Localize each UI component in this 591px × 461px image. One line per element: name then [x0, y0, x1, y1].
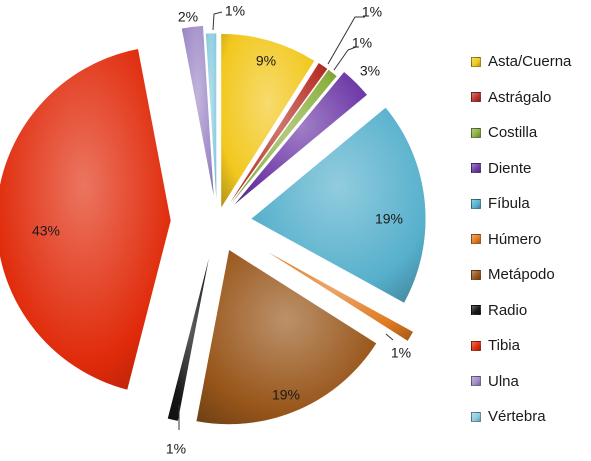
- legend-label: Vértebra: [488, 408, 546, 426]
- legend-item-radio: Radio: [471, 293, 571, 329]
- pie-slice-humero: [259, 247, 414, 342]
- pie-slice-asta-cuerna: [220, 33, 316, 210]
- pie-slice-ulna: [181, 25, 215, 201]
- pie-slice-metapodo: [195, 249, 378, 425]
- pie-slice-vertebra: [205, 32, 217, 209]
- legend-swatch: [471, 198, 481, 209]
- data-label-asta-cuerna: 9%: [256, 53, 276, 69]
- legend-label: Astrágalo: [488, 88, 552, 106]
- legend-item-metapodo: Metápodo: [471, 257, 571, 293]
- legend-label: Metápodo: [488, 266, 555, 284]
- legend-item-costilla: Costilla: [471, 115, 571, 151]
- data-label-costilla: 1%: [352, 35, 372, 51]
- data-label-fibula: 19%: [375, 211, 403, 227]
- leader-line-astragalo: [327, 16, 365, 65]
- data-label-astragalo: 1%: [362, 4, 382, 20]
- legend-label: Radio: [488, 301, 528, 319]
- legend-swatch: [471, 163, 481, 174]
- legend-swatch: [471, 376, 481, 387]
- legend-label: Costilla: [488, 124, 538, 142]
- legend-swatch: [471, 127, 481, 138]
- data-label-tibia: 43%: [32, 223, 60, 239]
- legend-swatch: [471, 340, 481, 351]
- legend-label: Ulna: [488, 372, 519, 390]
- legend-swatch: [471, 56, 481, 67]
- legend: Asta/Cuerna Astrágalo Costilla Diente Fíbula…: [471, 44, 571, 435]
- data-label-radio: 1%: [166, 441, 186, 457]
- pie-slice-radio: [167, 249, 212, 422]
- legend-swatch: [471, 269, 481, 280]
- pie-slices: [0, 25, 427, 425]
- legend-swatch: [471, 411, 481, 422]
- legend-swatch: [471, 234, 481, 245]
- legend-item-ulna: Ulna: [471, 364, 571, 400]
- pie-slice-costilla: [225, 68, 338, 212]
- data-label-humero: 1%: [391, 345, 411, 361]
- pie-slice-diente: [232, 71, 368, 207]
- legend-swatch: [471, 305, 481, 316]
- data-label-metapodo: 19%: [272, 387, 300, 403]
- legend-item-humero: Húmero: [471, 222, 571, 258]
- legend-label: Tibia: [488, 337, 520, 355]
- legend-swatch: [471, 92, 481, 103]
- legend-item-astragalo: Astrágalo: [471, 80, 571, 116]
- data-label-ulna: 2%: [178, 9, 198, 25]
- leader-line-humero: [385, 333, 394, 341]
- legend-label: Húmero: [488, 230, 542, 248]
- data-labels: 9% 1% 1% 3% 19% 1% 19% 1% 43% 2% 1%: [32, 3, 411, 457]
- data-label-diente: 3%: [360, 63, 380, 79]
- legend-item-tibia: Tibia: [471, 328, 571, 364]
- legend-item-fibula: Fíbula: [471, 186, 571, 222]
- leader-line-costilla: [333, 46, 357, 71]
- pie-slice-fibula: [250, 106, 427, 304]
- legend-item-diente: Diente: [471, 151, 571, 187]
- legend-item-vertebra: Vértebra: [471, 399, 571, 435]
- pie-slice-astragalo: [224, 62, 329, 211]
- leader-line-vertebra: [212, 11, 223, 31]
- legend-label: Diente: [488, 159, 532, 177]
- pie-slice-tibia: [0, 48, 172, 391]
- legend-label: Fíbula: [488, 195, 530, 213]
- legend-label: Asta/Cuerna: [488, 53, 572, 71]
- legend-item-asta-cuerna: Asta/Cuerna: [471, 44, 571, 80]
- data-label-vertebra: 1%: [225, 3, 245, 19]
